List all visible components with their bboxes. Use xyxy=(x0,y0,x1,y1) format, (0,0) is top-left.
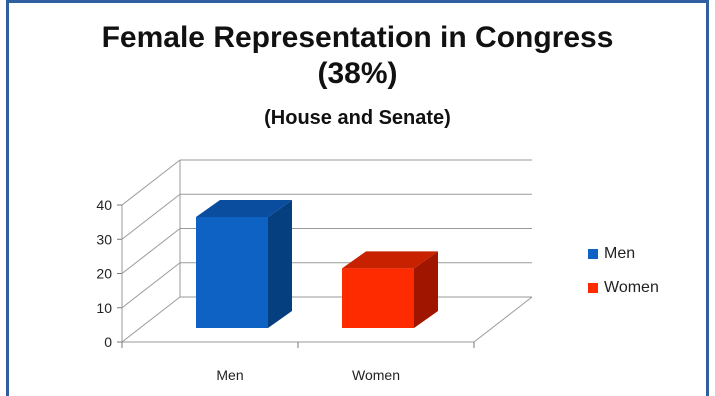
bar-top-women xyxy=(342,251,438,269)
bar-top-men xyxy=(196,199,292,217)
legend-swatch-men xyxy=(588,249,598,259)
legend-item-women: Women xyxy=(588,278,659,298)
chart-frame xyxy=(6,0,709,396)
bar-side-men xyxy=(268,199,292,328)
y-tick-label: 10 xyxy=(96,300,112,316)
bar-side-women xyxy=(414,251,438,328)
gridline-depth xyxy=(121,262,181,309)
y-tick-label: 40 xyxy=(96,197,112,213)
legend-label-men: Men xyxy=(604,245,636,262)
x-tick-label: Men xyxy=(216,367,243,383)
y-tick-label: 20 xyxy=(96,266,112,282)
y-tick-label: 0 xyxy=(104,334,112,350)
chart-legend: Men Women xyxy=(588,244,659,312)
chart-title-line1: Female Representation in Congress xyxy=(101,21,614,54)
bar-men xyxy=(196,216,268,328)
floor-right-edge xyxy=(473,296,533,343)
x-tick-label: Women xyxy=(352,367,400,383)
gridline-depth xyxy=(121,193,181,240)
gridline-depth xyxy=(121,228,181,274)
legend-label-women: Women xyxy=(604,279,659,296)
chart-subtitle: (House and Senate) xyxy=(264,107,451,129)
chart-title: Female Representation in Congress (38%) xyxy=(0,20,715,92)
gridline-depth xyxy=(121,296,181,343)
legend-item-men: Men xyxy=(588,244,659,264)
legend-swatch-women xyxy=(588,283,598,293)
chart-title-line2: (38%) xyxy=(317,57,398,90)
bar-women xyxy=(342,268,414,328)
y-tick-label: 30 xyxy=(96,231,112,247)
gridline-depth xyxy=(121,159,181,206)
